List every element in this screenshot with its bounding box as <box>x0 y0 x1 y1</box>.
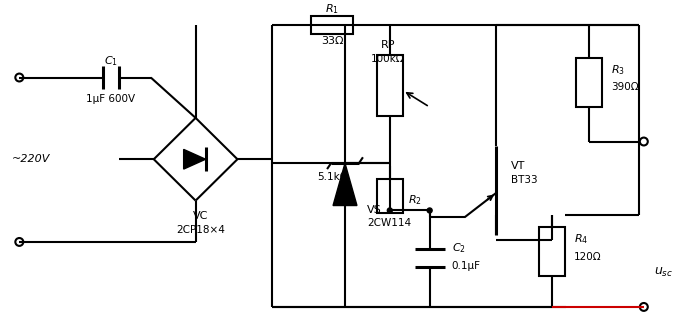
Bar <box>377 179 403 214</box>
Text: VC: VC <box>193 211 208 221</box>
Bar <box>539 227 565 276</box>
Text: $u_{sc}$: $u_{sc}$ <box>654 266 673 279</box>
Text: 0.1μF: 0.1μF <box>452 261 480 270</box>
Text: 120Ω: 120Ω <box>574 252 602 262</box>
Circle shape <box>15 74 24 82</box>
Text: 2CP18×4: 2CP18×4 <box>176 225 225 235</box>
Text: 2CW114: 2CW114 <box>367 218 411 228</box>
Text: VS: VS <box>367 205 382 215</box>
Polygon shape <box>333 163 357 206</box>
Text: 5.1kΩ: 5.1kΩ <box>318 172 348 182</box>
Text: 100kΩ: 100kΩ <box>371 54 405 64</box>
Text: 1μF 600V: 1μF 600V <box>86 94 136 104</box>
Polygon shape <box>181 149 206 169</box>
Circle shape <box>388 208 392 213</box>
Circle shape <box>640 138 648 145</box>
Bar <box>311 16 353 34</box>
Text: $R_1$: $R_1$ <box>325 3 339 16</box>
Text: $R_4$: $R_4$ <box>574 232 588 246</box>
Text: RP: RP <box>381 40 395 50</box>
Text: 33Ω: 33Ω <box>321 36 343 46</box>
Bar <box>377 55 403 116</box>
Circle shape <box>640 303 648 311</box>
Text: 390Ω: 390Ω <box>611 82 639 92</box>
Text: ~220V: ~220V <box>12 154 51 164</box>
Text: $R_2$: $R_2$ <box>408 194 421 208</box>
Text: BT33: BT33 <box>511 175 538 185</box>
Text: VT: VT <box>511 161 526 171</box>
Text: $R_3$: $R_3$ <box>611 63 625 77</box>
Text: $C_2$: $C_2$ <box>452 241 466 255</box>
Circle shape <box>15 238 24 246</box>
Polygon shape <box>183 149 206 169</box>
Circle shape <box>427 208 432 213</box>
Bar <box>576 58 602 107</box>
Text: $C_1$: $C_1$ <box>104 54 118 68</box>
